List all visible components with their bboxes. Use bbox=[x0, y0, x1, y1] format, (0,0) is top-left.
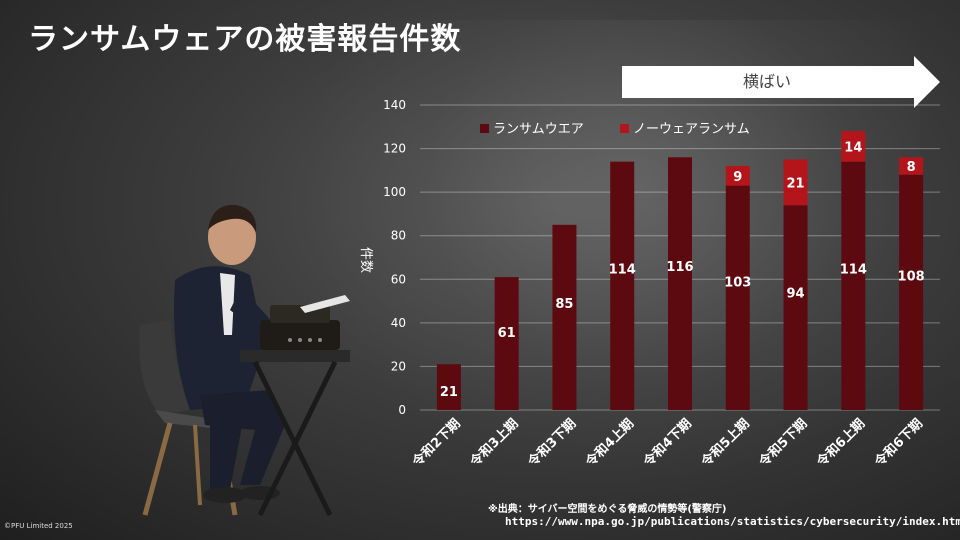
data-label-ransomware: 21 bbox=[440, 385, 458, 400]
legend-label: ランサムウエア bbox=[493, 122, 584, 137]
trend-arrow bbox=[622, 56, 940, 108]
source-note: ※出典：サイバー空間をめぐる脅威の情勢等(警察庁) bbox=[488, 504, 727, 515]
source-url[interactable]: https://www.npa.go.jp/publications/stati… bbox=[505, 515, 960, 528]
x-tick-label: 令和4下期 bbox=[640, 416, 694, 470]
bar-ransomware bbox=[494, 277, 519, 410]
y-tick-label: 120 bbox=[383, 142, 406, 156]
x-tick-label: 令和3上期 bbox=[467, 416, 521, 470]
y-tick-label: 60 bbox=[391, 272, 406, 286]
data-label-noware: 8 bbox=[907, 160, 916, 175]
y-axis-label: 件数 bbox=[358, 247, 373, 273]
data-label-ransomware: 61 bbox=[498, 326, 516, 341]
legend-swatch bbox=[480, 124, 489, 133]
data-label-ransomware: 85 bbox=[555, 297, 573, 312]
data-label-noware: 21 bbox=[787, 176, 805, 191]
bar-noware bbox=[725, 166, 750, 186]
y-tick-label: 0 bbox=[398, 403, 406, 417]
trend-label: 横ばい bbox=[742, 72, 791, 91]
data-label-noware: 14 bbox=[844, 140, 862, 155]
ransomware-bar-chart: 0 20 40 60 80 100 120 140 件数 ランサムウエア ノーウェアランサム 2… bbox=[358, 98, 940, 470]
x-tick-label: 令和5下期 bbox=[756, 416, 810, 470]
x-tick-labels: 令和2下期 令和3上期 令和3下期 令和4上期 令和4下期 令和5上期 令和5下期 令和6上期… bbox=[409, 416, 926, 470]
bar-ransomware bbox=[841, 161, 866, 410]
bar-noware bbox=[899, 157, 924, 175]
bars: 21 61 85 114 116 103 9 94 21 114 14 108 8 bbox=[436, 131, 925, 410]
legend-label: ノーウェアランサム bbox=[633, 122, 750, 137]
bar-ransomware bbox=[436, 364, 461, 410]
data-label-ransomware: 114 bbox=[609, 262, 636, 277]
bar-noware bbox=[841, 131, 866, 162]
data-label-ransomware: 108 bbox=[898, 270, 925, 285]
data-label-ransomware: 116 bbox=[666, 260, 693, 275]
bar-ransomware bbox=[899, 174, 924, 410]
bar-ransomware bbox=[668, 157, 692, 410]
data-label-ransomware: 94 bbox=[787, 286, 805, 301]
y-tick-label: 80 bbox=[391, 229, 406, 243]
x-tick-label: 令和5上期 bbox=[698, 416, 752, 470]
data-label-ransomware: 103 bbox=[724, 276, 751, 291]
legend: ランサムウエア ノーウェアランサム bbox=[480, 122, 750, 137]
bar-ransomware bbox=[610, 161, 635, 410]
x-tick-label: 令和6上期 bbox=[814, 416, 868, 470]
bar-ransomware bbox=[725, 185, 750, 410]
legend-swatch bbox=[620, 124, 629, 133]
bar-noware bbox=[783, 159, 808, 206]
y-tick-label: 40 bbox=[391, 316, 406, 330]
x-tick-label: 令和4上期 bbox=[583, 416, 637, 470]
x-tick-label: 令和6下期 bbox=[871, 416, 925, 470]
y-tick-label: 140 bbox=[383, 98, 406, 112]
x-tick-label: 令和3下期 bbox=[525, 416, 579, 470]
slide-title: ランサムウェアの被害報告件数 bbox=[28, 22, 462, 57]
y-tick-labels: 0 20 40 60 80 100 120 140 bbox=[383, 98, 406, 417]
bar-ransomware bbox=[552, 224, 577, 410]
data-label-ransomware: 114 bbox=[840, 262, 867, 277]
data-label-noware: 9 bbox=[733, 170, 742, 185]
bar-ransomware bbox=[783, 205, 808, 410]
copyright: ©PFU Limited 2025 bbox=[4, 522, 73, 530]
x-tick-label: 令和2下期 bbox=[409, 416, 463, 470]
person-at-typewriter-illustration bbox=[139, 204, 350, 517]
y-tick-label: 20 bbox=[391, 359, 406, 373]
y-tick-label: 100 bbox=[383, 185, 406, 199]
